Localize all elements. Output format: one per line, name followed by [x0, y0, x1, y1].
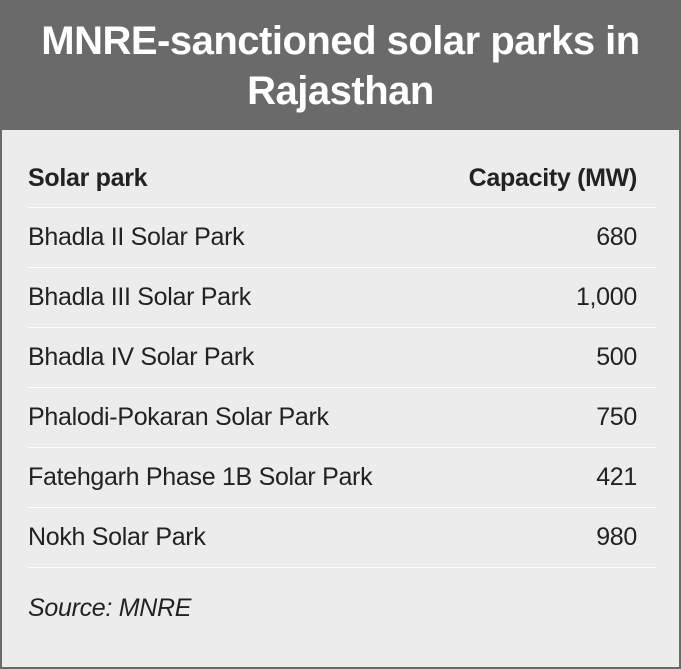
column-header: Capacity (MW) — [468, 164, 638, 192]
capacity: 680 — [596, 223, 637, 251]
capacity: 1,000 — [575, 283, 637, 311]
park-name: Bhadla III Solar Park — [28, 283, 251, 311]
header-row: Solar park Capacity (MW) — [28, 150, 656, 208]
park-name: Bhadla IV Solar Park — [28, 343, 255, 371]
table-row: Fatehgarh Phase 1B Solar Park 421 — [28, 448, 656, 508]
table-row: Nokh Solar Park 980 — [28, 508, 656, 568]
column-header: Solar park — [28, 164, 148, 192]
park-name: Phalodi-Pokaran Solar Park — [28, 403, 329, 431]
capacity: 980 — [596, 523, 637, 551]
park-name: Nokh Solar Park — [28, 523, 206, 551]
park-name: Fatehgarh Phase 1B Solar Park — [28, 463, 373, 491]
table: Solar park Capacity (MW) Bhadla II Solar P… — [28, 150, 656, 568]
park-name: Bhadla II Solar Park — [28, 223, 245, 251]
capacity: 421 — [596, 463, 637, 491]
table-row: Bhadla III Solar Park 1,000 — [28, 268, 656, 328]
capacity: 500 — [596, 343, 637, 371]
title: MNRE-sanctioned solar parks in Rajasthan — [2, 2, 679, 130]
table-row: Bhadla IV Solar Park 500 — [28, 328, 656, 388]
table-row: Phalodi-Pokaran Solar Park 750 — [28, 388, 656, 448]
capacity: 750 — [596, 403, 637, 431]
table-row: Bhadla II Solar Park 680 — [28, 208, 656, 268]
source-note: Source: MNRE — [28, 594, 192, 622]
